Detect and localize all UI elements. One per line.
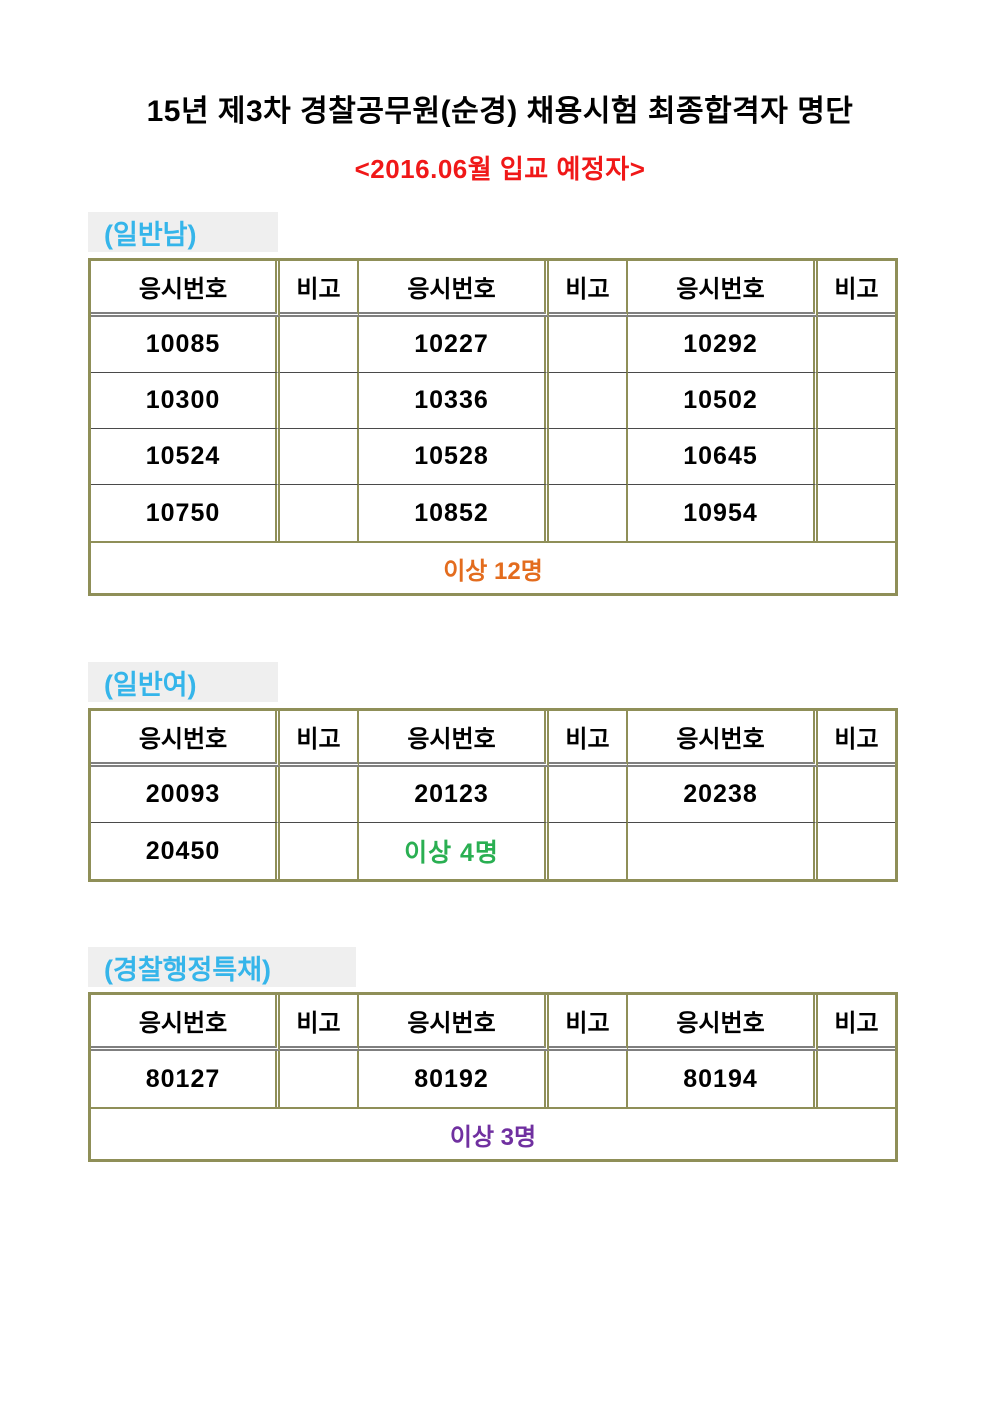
remark-cell <box>280 1051 359 1107</box>
remark-cell <box>818 429 895 485</box>
applicant-number-cell: 10227 <box>359 317 549 373</box>
header-cell-applicant-number: 응시번호 <box>628 995 818 1051</box>
applicant-number-cell: 10300 <box>91 373 280 429</box>
remark-cell <box>549 485 628 541</box>
remark-cell <box>549 429 628 485</box>
remark-cell <box>818 1051 895 1107</box>
header-cell-remark: 비고 <box>280 995 359 1051</box>
table-row: 80127 80192 80194 <box>91 1051 895 1107</box>
applicant-number-cell: 20450 <box>91 823 280 879</box>
header-cell-applicant-number: 응시번호 <box>91 711 280 767</box>
table-row: 10524 10528 10645 <box>91 429 895 485</box>
table-row: 20450 이상 4명 <box>91 823 895 879</box>
table-header-row: 응시번호 비고 응시번호 비고 응시번호 비고 <box>91 711 895 767</box>
section-total-row: 이상 3명 <box>91 1107 895 1159</box>
table-general-female: 응시번호 비고 응시번호 비고 응시번호 비고 20093 20123 2023… <box>88 708 898 882</box>
applicant-number-cell: 20238 <box>628 767 818 823</box>
header-cell-applicant-number: 응시번호 <box>359 995 549 1051</box>
applicant-number-cell: 10954 <box>628 485 818 541</box>
section-label-general-male: (일반남) <box>88 212 278 252</box>
applicant-number-cell: 10528 <box>359 429 549 485</box>
header-cell-applicant-number: 응시번호 <box>359 711 549 767</box>
header-cell-remark: 비고 <box>818 995 895 1051</box>
applicant-number-cell: 80192 <box>359 1051 549 1107</box>
table-row: 10750 10852 10954 <box>91 485 895 541</box>
table-general-male: 응시번호 비고 응시번호 비고 응시번호 비고 10085 10227 1029… <box>88 258 898 596</box>
applicant-number-cell: 80194 <box>628 1051 818 1107</box>
applicant-number-cell: 10645 <box>628 429 818 485</box>
table-header-row: 응시번호 비고 응시번호 비고 응시번호 비고 <box>91 995 895 1051</box>
remark-cell <box>818 485 895 541</box>
section-label-police-admin: (경찰행정특채) <box>88 947 356 987</box>
applicant-number-cell: 10292 <box>628 317 818 373</box>
remark-cell <box>549 373 628 429</box>
header-cell-remark: 비고 <box>818 261 895 317</box>
applicant-number-cell: 10085 <box>91 317 280 373</box>
remark-cell <box>280 317 359 373</box>
page-subtitle: <2016.06월 입교 예정자> <box>354 154 646 184</box>
applicant-number-cell: 20093 <box>91 767 280 823</box>
header-cell-remark: 비고 <box>818 711 895 767</box>
header-cell-applicant-number: 응시번호 <box>91 995 280 1051</box>
remark-cell <box>549 767 628 823</box>
applicant-number-cell: 10852 <box>359 485 549 541</box>
remark-cell <box>280 823 359 879</box>
table-row: 20093 20123 20238 <box>91 767 895 823</box>
table-row: 10300 10336 10502 <box>91 373 895 429</box>
applicant-number-cell: 10750 <box>91 485 280 541</box>
table-row: 10085 10227 10292 <box>91 317 895 373</box>
applicant-number-cell: 20123 <box>359 767 549 823</box>
header-cell-applicant-number: 응시번호 <box>628 261 818 317</box>
section-total-inline: 이상 4명 <box>359 823 549 879</box>
remark-cell <box>818 317 895 373</box>
applicant-number-cell <box>628 823 818 879</box>
header-cell-applicant-number: 응시번호 <box>91 261 280 317</box>
header-cell-remark: 비고 <box>549 261 628 317</box>
remark-cell <box>818 823 895 879</box>
applicant-number-cell: 80127 <box>91 1051 280 1107</box>
section-total-row: 이상 12명 <box>91 541 895 593</box>
table-police-admin: 응시번호 비고 응시번호 비고 응시번호 비고 80127 80192 8019… <box>88 992 898 1162</box>
header-cell-remark: 비고 <box>549 995 628 1051</box>
remark-cell <box>280 429 359 485</box>
table-header-row: 응시번호 비고 응시번호 비고 응시번호 비고 <box>91 261 895 317</box>
applicant-number-cell: 10524 <box>91 429 280 485</box>
header-cell-applicant-number: 응시번호 <box>359 261 549 317</box>
remark-cell <box>280 767 359 823</box>
applicant-number-cell: 10336 <box>359 373 549 429</box>
page-title: 15년 제3차 경찰공무원(순경) 채용시험 최종합격자 명단 <box>146 95 854 128</box>
header-cell-applicant-number: 응시번호 <box>628 711 818 767</box>
remark-cell <box>280 485 359 541</box>
section-label-general-female: (일반여) <box>88 662 278 702</box>
header-cell-remark: 비고 <box>549 711 628 767</box>
remark-cell <box>549 1051 628 1107</box>
header-cell-remark: 비고 <box>280 261 359 317</box>
applicant-number-cell: 10502 <box>628 373 818 429</box>
remark-cell <box>818 373 895 429</box>
remark-cell <box>549 317 628 373</box>
remark-cell <box>549 823 628 879</box>
remark-cell <box>818 767 895 823</box>
remark-cell <box>280 373 359 429</box>
header-cell-remark: 비고 <box>280 711 359 767</box>
